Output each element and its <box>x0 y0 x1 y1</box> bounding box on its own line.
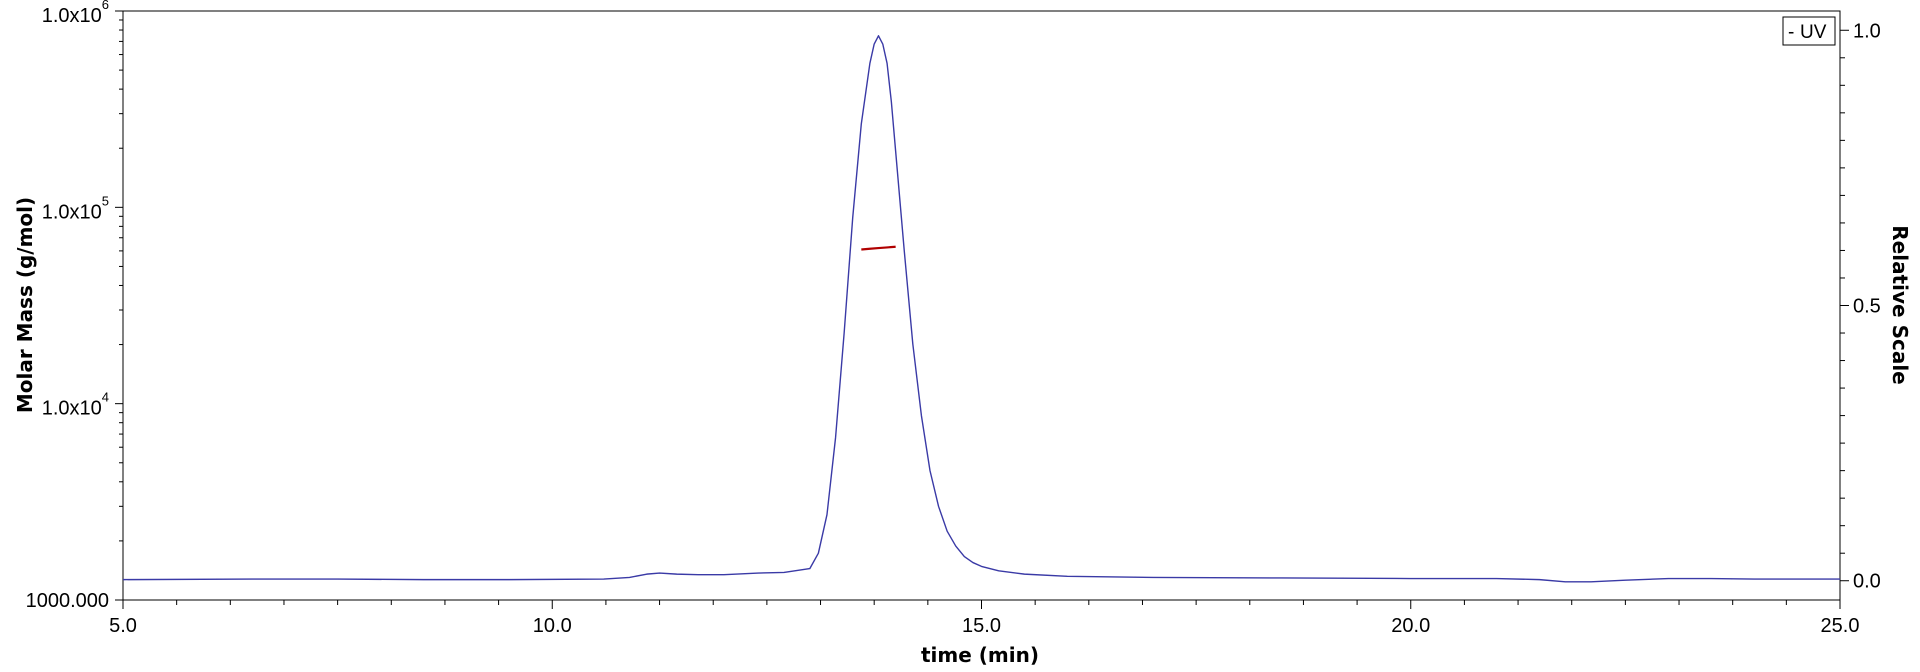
y-tick-label-exponent: 6 <box>102 0 109 12</box>
y-tick-label: 1.0x104 <box>42 390 109 420</box>
y-tick-label-exponent: 5 <box>102 193 109 208</box>
x-tick-label: 15.0 <box>962 615 1001 637</box>
y-tick-label-exponent: 4 <box>102 390 109 405</box>
legend: - UV <box>1782 16 1836 46</box>
y-tick-label-base: 1.0x10 <box>42 5 102 27</box>
series-line-molar-mass <box>861 245 896 251</box>
series-line-uv <box>122 35 1840 583</box>
x-tick-label: 10.0 <box>533 615 572 637</box>
legend-box <box>1782 16 1836 46</box>
x-axis-title: time (min) <box>921 643 1039 667</box>
plot-area <box>122 10 1841 601</box>
y-axis-right: 0.0 0.5 1.0 <box>1840 20 1881 593</box>
x-tick-label: 20.0 <box>1391 615 1430 637</box>
y-tick-label: 1.0x106 <box>42 0 109 27</box>
legend-label-uv: UV <box>1800 22 1827 43</box>
y-tick-label: 1.0x105 <box>42 193 109 223</box>
y2-tick-label: 0.0 <box>1853 571 1881 593</box>
y-tick-label: 1000.000 <box>26 590 109 612</box>
x-tick-label: 25.0 <box>1821 615 1860 637</box>
series-layer <box>122 35 1840 583</box>
legend-marker: - <box>1788 22 1794 43</box>
x-tick-label: 5.0 <box>109 615 137 637</box>
y2-tick-label: 0.5 <box>1853 296 1881 318</box>
y2-axis-title: Relative Scale <box>1888 225 1912 384</box>
y-axis-title: Molar Mass (g/mol) <box>13 197 37 413</box>
y-tick-label-base: 1.0x10 <box>42 201 102 223</box>
y2-tick-label: 1.0 <box>1853 20 1881 42</box>
y-tick-label-base: 1.0x10 <box>42 398 102 420</box>
x-axis: 5.0 10.0 15.0 20.0 25.0 <box>109 600 1859 637</box>
